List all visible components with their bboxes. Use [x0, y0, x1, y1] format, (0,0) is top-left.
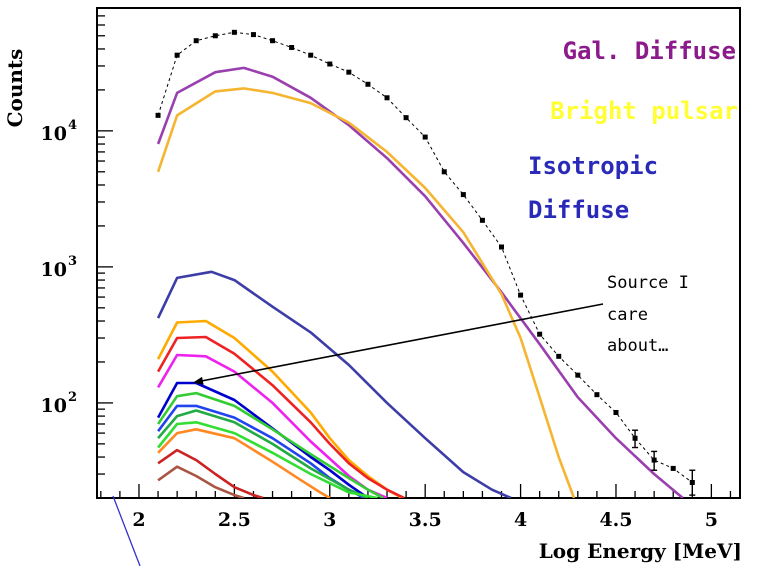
data-point	[346, 70, 351, 75]
data-point	[575, 373, 580, 378]
x-axis-title: Log Energy [MeV]	[539, 539, 742, 563]
y-axis-title: Counts	[3, 49, 27, 128]
data-point	[480, 218, 485, 223]
y-tick-exponent: 4	[68, 118, 77, 133]
x-tick-label: 2.5	[218, 509, 251, 531]
x-tick-label: 3	[323, 509, 336, 531]
note-line-3: about…	[607, 336, 668, 356]
data-point	[365, 82, 370, 87]
note-line-2: care	[607, 305, 648, 325]
data-point	[556, 354, 561, 359]
annotation-bright-pulsar: Bright pulsar	[550, 97, 738, 125]
data-point	[499, 245, 504, 250]
data-point	[461, 192, 466, 197]
y-tick-exponent: 3	[68, 254, 77, 269]
data-point	[308, 53, 313, 58]
data-point	[594, 392, 599, 397]
data-point	[442, 169, 447, 174]
x-tick-label: 4	[514, 509, 527, 531]
data-point	[652, 458, 657, 463]
data-point	[251, 32, 256, 37]
data-point	[385, 95, 390, 100]
data-point	[518, 293, 523, 298]
x-tick-label: 3.5	[409, 509, 442, 531]
data-point	[194, 38, 199, 43]
data-point	[156, 113, 161, 118]
note-line-1: Source I	[607, 273, 689, 293]
data-point	[232, 30, 237, 35]
y-tick-label: 10	[41, 123, 67, 145]
data-point	[633, 436, 638, 441]
data-point	[423, 135, 428, 140]
data-point	[404, 115, 409, 120]
annotation-isotropic: Isotropic	[528, 152, 658, 180]
data-point	[537, 332, 542, 337]
x-tick-label: 4.5	[599, 509, 632, 531]
x-tick-label: 5	[705, 509, 718, 531]
data-point	[270, 38, 275, 43]
stray-blue-line	[113, 496, 140, 566]
data-point	[327, 62, 332, 67]
y-tick-label: 10	[41, 395, 67, 417]
annotation-gal-diffuse: Gal. Diffuse	[563, 37, 736, 65]
annotation-diffuse: Diffuse	[528, 196, 629, 224]
y-tick-label: 10	[41, 259, 67, 281]
data-point	[671, 466, 676, 471]
plot-frame	[97, 8, 740, 498]
data-point	[690, 480, 695, 485]
data-point	[213, 33, 218, 38]
x-tick-label: 2	[132, 509, 145, 531]
data-point	[613, 410, 618, 415]
data-point	[175, 53, 180, 58]
y-tick-exponent: 2	[68, 390, 77, 405]
data-point	[289, 45, 294, 50]
